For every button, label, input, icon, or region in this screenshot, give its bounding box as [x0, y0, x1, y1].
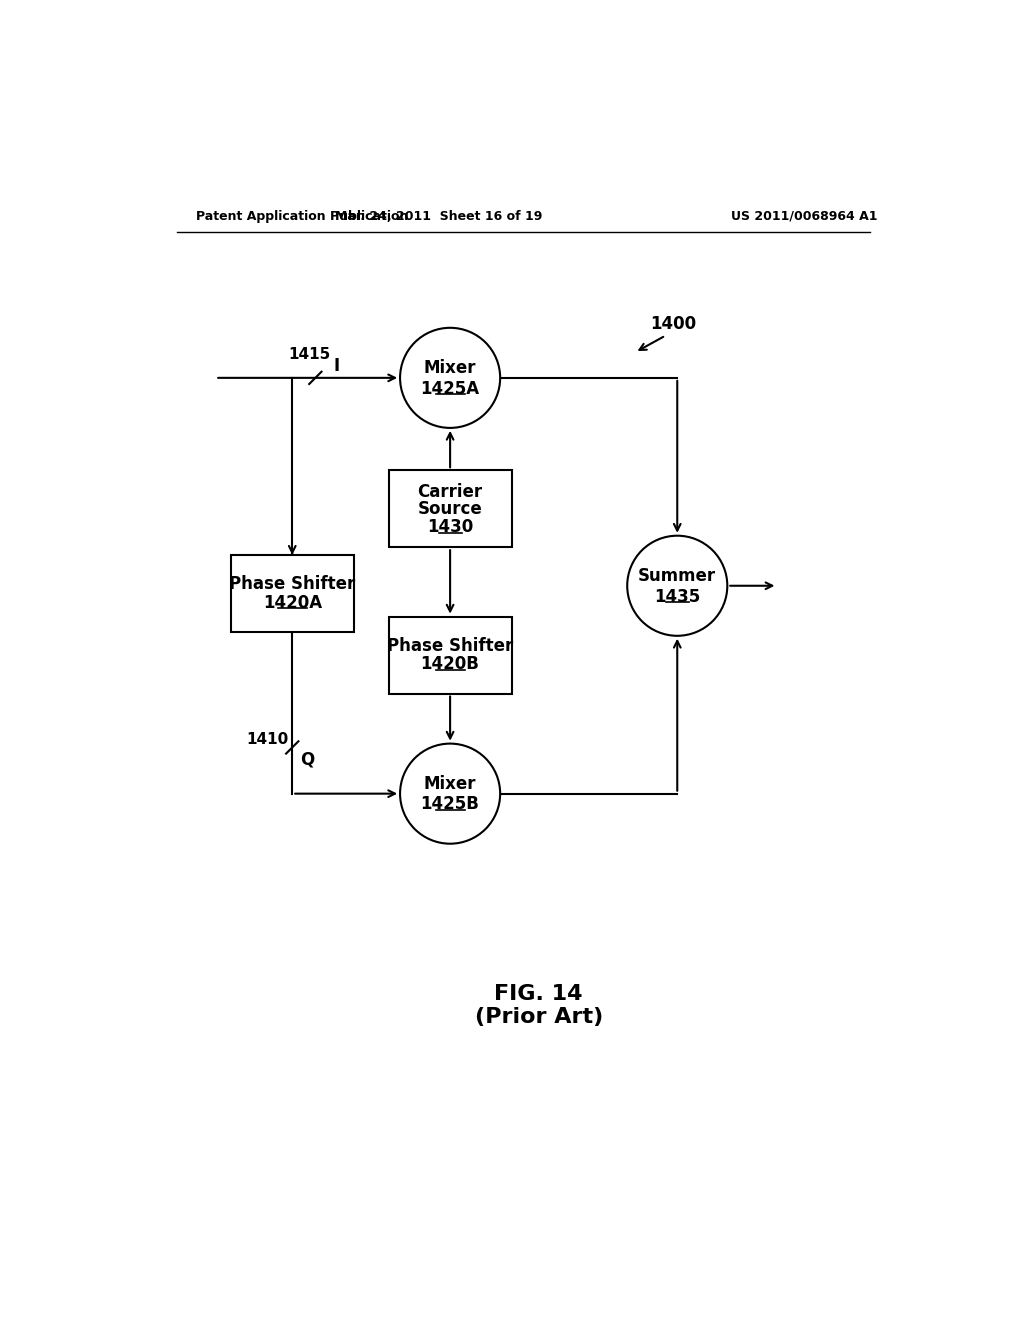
Text: FIG. 14: FIG. 14: [495, 983, 583, 1003]
Text: Mixer: Mixer: [424, 359, 476, 376]
Text: I: I: [334, 356, 340, 375]
Text: Q: Q: [300, 751, 314, 768]
Text: Phase Shifter: Phase Shifter: [387, 636, 513, 655]
Text: 1425A: 1425A: [421, 380, 479, 397]
Text: US 2011/0068964 A1: US 2011/0068964 A1: [731, 210, 878, 223]
Circle shape: [400, 743, 500, 843]
Text: Summer: Summer: [638, 566, 717, 585]
Text: 1410: 1410: [247, 733, 289, 747]
Text: 1400: 1400: [650, 315, 696, 333]
Text: 1415: 1415: [288, 347, 331, 362]
FancyBboxPatch shape: [388, 470, 512, 548]
Text: 1420B: 1420B: [421, 655, 479, 673]
Text: (Prior Art): (Prior Art): [474, 1007, 603, 1027]
Text: Mixer: Mixer: [424, 775, 476, 792]
FancyBboxPatch shape: [230, 554, 354, 632]
Text: 1425B: 1425B: [421, 796, 479, 813]
Text: Mar. 24, 2011  Sheet 16 of 19: Mar. 24, 2011 Sheet 16 of 19: [335, 210, 543, 223]
Text: 1435: 1435: [654, 587, 700, 606]
FancyBboxPatch shape: [388, 616, 512, 693]
Circle shape: [400, 327, 500, 428]
Text: Carrier: Carrier: [418, 483, 482, 500]
Text: 1430: 1430: [427, 519, 473, 536]
Text: Patent Application Publication: Patent Application Publication: [196, 210, 409, 223]
Circle shape: [628, 536, 727, 636]
Text: 1420A: 1420A: [263, 594, 322, 611]
Text: Phase Shifter: Phase Shifter: [229, 576, 355, 593]
Text: Source: Source: [418, 500, 482, 517]
